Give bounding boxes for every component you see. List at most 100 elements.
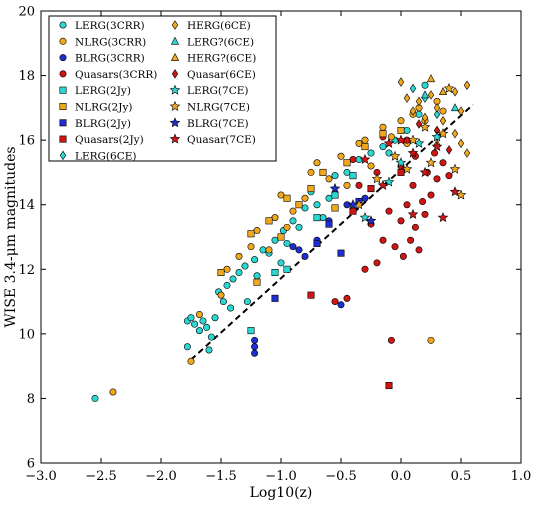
data-point (253, 272, 261, 280)
data-point (91, 394, 99, 402)
data-point (397, 117, 405, 125)
series-quasars-3crr- (331, 133, 453, 344)
data-point (227, 304, 235, 312)
legend-label: Quasar(7CE) (187, 134, 256, 146)
y-tick-label: 18 (18, 69, 35, 84)
x-tick-label: −1.0 (265, 469, 297, 484)
legend-marker (169, 117, 181, 128)
data-point (445, 172, 453, 180)
y-tick-label: 12 (18, 263, 35, 278)
data-point (329, 182, 341, 194)
legend-label: HERG?(6CE) (187, 53, 256, 65)
data-point (401, 163, 413, 174)
data-point (361, 194, 369, 202)
legend-label: Quasars(2Jy) (75, 134, 144, 146)
data-point (457, 138, 465, 149)
data-point (319, 168, 327, 176)
data-point (450, 103, 460, 112)
y-tick-label: 14 (18, 198, 35, 213)
data-point (463, 148, 471, 158)
data-point (439, 159, 447, 167)
data-point (271, 236, 279, 244)
legend-marker (59, 54, 67, 62)
data-point (397, 217, 405, 225)
data-point (367, 162, 375, 170)
legend-entry: NLRG(7CE) (169, 100, 250, 114)
data-point (343, 168, 351, 176)
data-point (421, 210, 429, 218)
legend-marker (59, 103, 67, 111)
data-point (349, 156, 357, 164)
data-point (199, 317, 207, 325)
data-point (235, 269, 243, 277)
data-point (259, 246, 267, 254)
data-point (457, 106, 465, 116)
legend-marker (169, 133, 181, 144)
data-point (277, 259, 285, 267)
data-point (271, 294, 279, 302)
data-point (403, 201, 411, 209)
data-point (463, 80, 471, 90)
data-point (283, 223, 291, 231)
data-point (271, 269, 279, 277)
data-point (301, 252, 309, 260)
series-lerg-7ce- (359, 131, 443, 223)
y-tick-label: 16 (18, 134, 35, 149)
data-point (313, 214, 321, 222)
data-point (449, 163, 461, 174)
data-point (426, 74, 436, 83)
data-point (355, 139, 363, 147)
data-point (415, 246, 423, 254)
series-blrg-7ce- (329, 182, 377, 226)
data-point (451, 86, 459, 97)
legend-marker (59, 21, 67, 29)
y-axis-label: WISE 3.4-μm magnitudes (3, 146, 19, 327)
data-point (407, 147, 419, 158)
data-point (243, 298, 251, 306)
legend-marker (59, 135, 67, 143)
data-point (387, 133, 395, 141)
data-point (371, 173, 383, 184)
data-point (247, 327, 255, 335)
data-point (379, 130, 387, 138)
legend-marker (170, 52, 180, 61)
data-point (217, 269, 225, 277)
data-point (403, 93, 411, 103)
data-point (359, 153, 371, 165)
data-point (395, 157, 407, 168)
data-point (355, 156, 363, 164)
y-tick-label: 8 (27, 392, 35, 407)
data-point (343, 159, 351, 167)
legend-label: LERG(6CE) (75, 150, 137, 162)
data-point (433, 109, 441, 120)
legend-entry: LERG(7CE) (169, 84, 249, 97)
data-point (445, 145, 453, 155)
data-point (301, 204, 309, 212)
data-point (391, 243, 399, 251)
data-point (449, 186, 461, 197)
data-point (247, 243, 255, 251)
series-lerg-2jy- (247, 172, 357, 335)
data-point (307, 185, 315, 193)
axes: −3.0 −2.5 −2.0 −1.5 −1.0 −0.5 0.0 0.5 1.0 6 8 10 12 1… (18, 5, 531, 485)
data-point (411, 223, 419, 231)
data-point (385, 207, 393, 215)
data-point (331, 204, 339, 212)
data-point (427, 336, 435, 344)
data-point (319, 214, 327, 222)
data-point (295, 201, 303, 209)
legend-entry: Quasars(2Jy) (59, 134, 144, 146)
data-point (313, 201, 321, 209)
data-point (415, 96, 423, 107)
legend-entry: BLRG(3CRR) (59, 53, 145, 65)
data-point (251, 349, 259, 357)
data-point (195, 327, 203, 335)
data-point (325, 175, 333, 183)
legend-marker (59, 119, 67, 127)
data-point (337, 249, 345, 257)
data-point (183, 343, 191, 351)
data-point (219, 298, 227, 306)
legend-label: LERG(7CE) (187, 85, 249, 97)
data-point (203, 323, 211, 331)
data-point (235, 252, 243, 260)
